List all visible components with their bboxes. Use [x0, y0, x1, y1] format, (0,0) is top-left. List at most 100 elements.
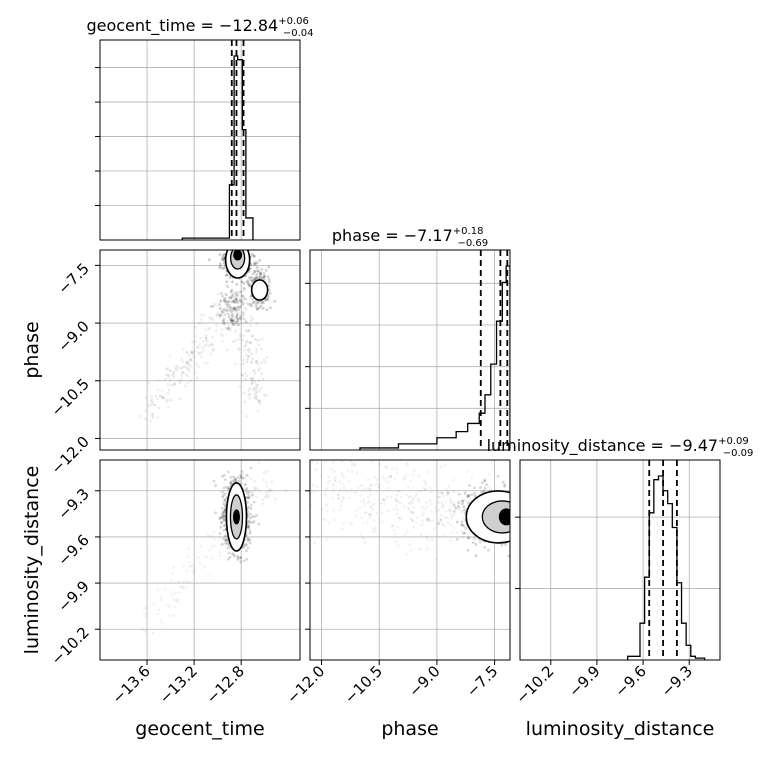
- panel-geocent-time-vs-luminosity-distance: [95, 459, 301, 665]
- scatter-point: [246, 523, 250, 527]
- scatter-point: [430, 502, 433, 506]
- scatter-point: [243, 318, 247, 321]
- scatter-point: [247, 282, 251, 286]
- scatter-point: [353, 463, 356, 467]
- scatter-point: [254, 488, 258, 491]
- scatter-point: [241, 311, 245, 314]
- contour-level: [498, 508, 510, 526]
- scatter-point: [248, 529, 252, 533]
- scatter-point: [411, 498, 415, 502]
- scatter-point: [253, 396, 257, 400]
- scatter-point: [220, 309, 224, 313]
- scatter-point: [369, 512, 373, 516]
- scatter-point: [244, 476, 247, 480]
- scatter-point: [341, 495, 345, 499]
- scatter-point: [443, 524, 446, 528]
- scatter-point: [223, 508, 227, 512]
- scatter-point: [409, 494, 413, 498]
- histogram-step: [181, 55, 254, 240]
- scatter-point: [231, 323, 235, 326]
- scatter-point: [353, 462, 357, 466]
- scatter-point: [231, 479, 235, 482]
- scatter-point: [223, 266, 226, 270]
- scatter-point: [426, 517, 429, 521]
- scatter-point: [241, 294, 245, 297]
- scatter-point: [238, 332, 242, 336]
- scatter-point: [229, 296, 233, 300]
- scatter-point: [338, 508, 342, 511]
- scatter-point: [266, 295, 270, 299]
- xlabel-geocent-time: geocent_time: [135, 718, 264, 740]
- scatter-point: [247, 490, 251, 494]
- scatter-point: [409, 517, 413, 521]
- scatter-point: [202, 344, 206, 348]
- scatter-point: [265, 356, 269, 359]
- scatter-point: [314, 468, 318, 471]
- scatter-point: [445, 487, 448, 491]
- scatter-point: [417, 474, 421, 478]
- scatter-point: [340, 500, 343, 504]
- scatter-point: [231, 322, 235, 326]
- scatter-point: [187, 362, 191, 366]
- scatter-point: [516, 501, 519, 504]
- scatter-point: [205, 336, 208, 340]
- scatter-point: [253, 270, 257, 273]
- scatter-point: [336, 454, 339, 457]
- scatter-point: [190, 351, 194, 355]
- scatter-point: [411, 511, 414, 515]
- scatter-point: [240, 473, 244, 476]
- scatter-point: [423, 507, 427, 511]
- scatter-point: [252, 500, 256, 504]
- scatter-point: [164, 377, 167, 381]
- scatter-point: [223, 510, 227, 514]
- scatter-point: [397, 516, 400, 520]
- scatter-point: [248, 350, 252, 354]
- scatter-point: [243, 344, 246, 348]
- contours: [465, 490, 510, 544]
- scatter-point: [247, 329, 251, 333]
- scatter-point: [147, 381, 151, 385]
- scatter-point: [180, 371, 184, 375]
- scatter-point: [223, 478, 227, 481]
- scatter-point: [238, 300, 242, 304]
- scatter-point: [223, 497, 227, 501]
- scatter-point: [345, 489, 349, 492]
- scatter-point: [218, 307, 222, 311]
- scatter-point: [229, 476, 233, 479]
- scatter-point: [405, 553, 408, 556]
- scatter-point: [342, 521, 345, 525]
- x-tick-label: −13.6: [109, 662, 154, 707]
- scatter-point: [149, 399, 153, 403]
- scatter-point: [234, 291, 238, 295]
- scatter-point: [229, 290, 233, 294]
- scatter-point: [425, 537, 429, 541]
- scatter-point: [232, 299, 235, 302]
- scatter-point: [378, 463, 381, 466]
- scatter-point: [183, 384, 187, 388]
- scatter-point: [188, 561, 192, 564]
- scatter-point: [442, 494, 445, 498]
- scatter-point: [249, 507, 253, 510]
- scatter-point: [311, 483, 315, 487]
- scatter-point: [246, 546, 250, 550]
- scatter-point: [251, 297, 255, 300]
- scatter-point: [218, 253, 222, 256]
- scatter-point: [437, 508, 440, 512]
- scatter-point: [462, 525, 466, 529]
- scatter-point: [186, 367, 190, 370]
- scatter-point: [513, 508, 516, 511]
- scatter-point: [174, 366, 178, 369]
- scatter-point: [152, 602, 156, 606]
- scatter-point: [363, 541, 366, 545]
- scatter-point: [200, 346, 204, 349]
- scatter-point: [324, 519, 328, 522]
- scatter-point: [250, 515, 254, 518]
- scatter-point: [224, 313, 228, 317]
- scatter-point: [254, 305, 258, 308]
- scatter-point: [238, 315, 242, 319]
- scatter-point: [211, 318, 215, 321]
- scatter-point: [419, 524, 423, 527]
- scatter-point: [487, 472, 491, 476]
- scatter-point: [239, 476, 243, 479]
- scatter-point: [221, 339, 224, 343]
